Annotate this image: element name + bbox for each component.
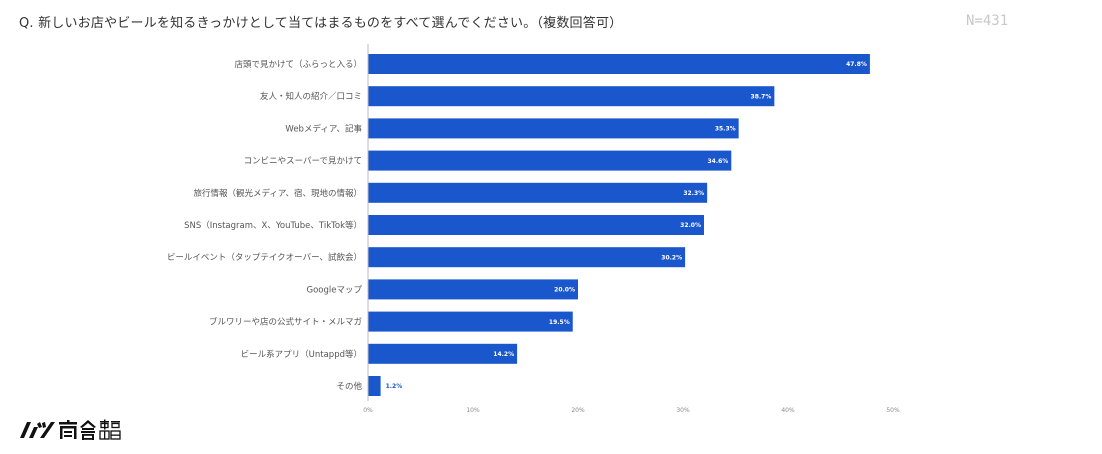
category-label: コンビニやスーパーで見かけて	[244, 157, 362, 167]
value-label: 20.0%	[554, 287, 575, 294]
bar	[368, 86, 775, 107]
bar	[368, 279, 578, 300]
category-label: ブルワリーや店の公式サイト・メルマガ	[209, 317, 363, 328]
x-tick-label: 0%	[363, 407, 373, 414]
category-label: ビールイベント（タップテイクオーバー、試飲会）	[167, 252, 362, 263]
value-label: 19.5%	[549, 319, 570, 326]
value-label: 30.2%	[661, 254, 682, 261]
bar	[368, 376, 381, 396]
x-tick-label: 40%	[781, 407, 795, 414]
value-label: 35.3%	[715, 126, 736, 133]
category-label: SNS（Instagram、X、YouTube、TikTok等）	[184, 220, 362, 231]
x-tick-label: 10%	[466, 407, 480, 414]
value-label: 14.2%	[493, 351, 514, 358]
category-label: 友人・知人の紹介／口コミ	[260, 91, 362, 102]
bar	[368, 54, 870, 74]
bar	[368, 343, 518, 364]
category-label: 旅行情報（観光メディア、宿、現地の情報）	[193, 188, 362, 199]
value-label: 38.7%	[751, 93, 772, 100]
value-label: 47.8%	[846, 61, 867, 68]
bar	[368, 247, 686, 268]
bars-layer: 店頭で見かけて（ふらっと入る） 47.8% 友人・知人の紹介／口コミ 38.7% Web…	[167, 54, 870, 396]
category-label: Webメディア、記事	[285, 123, 362, 134]
x-tick-label: 20%	[571, 407, 585, 414]
value-label: 32.3%	[683, 190, 704, 197]
x-tick-label: 30%	[676, 407, 690, 414]
hatsu-shokai-logo-icon	[20, 419, 121, 440]
bar	[368, 311, 573, 332]
brand-logo	[20, 419, 121, 440]
category-label: 店頭で見かけて（ふらっと入る）	[234, 59, 362, 70]
sample-size-label: N=431	[966, 13, 1009, 29]
bar	[368, 118, 739, 139]
bar	[368, 182, 708, 203]
x-axis-ticks: 0% 10% 20% 30% 40% 50%	[363, 407, 900, 414]
category-label: その他	[336, 381, 362, 392]
category-label: ビール系アプリ（Untappd等）	[241, 349, 362, 360]
value-label: 34.6%	[707, 158, 728, 165]
bar	[368, 215, 704, 235]
category-label: Googleマップ	[307, 285, 363, 295]
value-label: 32.0%	[680, 222, 701, 229]
bar	[368, 150, 732, 171]
value-label: 1.2%	[386, 383, 403, 390]
x-tick-label: 50%	[886, 407, 900, 414]
question-title: Q. 新しいお店やビールを知るきっかけとして当てはまるものをすべて選んでください…	[19, 16, 623, 31]
